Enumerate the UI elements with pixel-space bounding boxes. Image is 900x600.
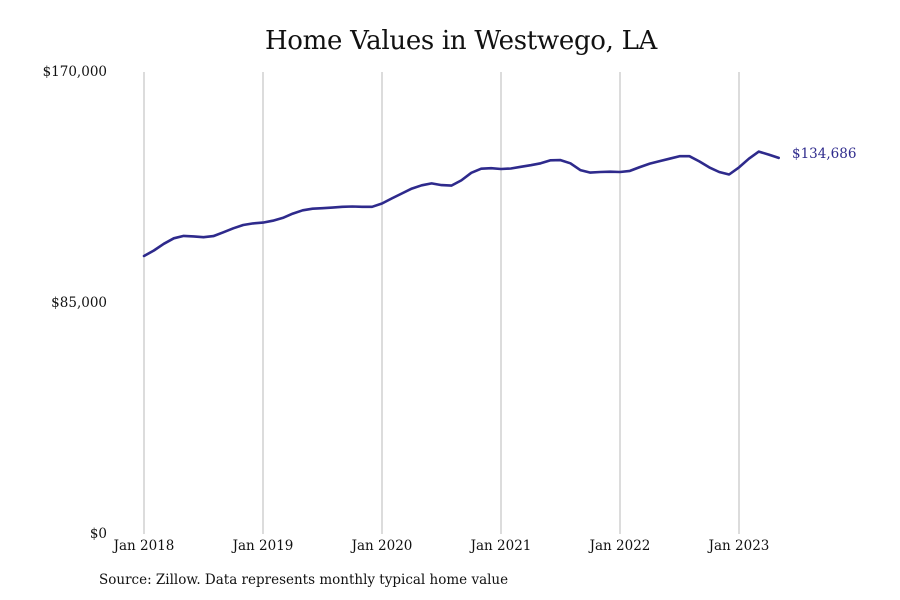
source-note: Source: Zillow. Data represents monthly …	[99, 572, 509, 588]
y-tick-label: $170,000	[43, 64, 107, 80]
series-line	[142, 150, 780, 258]
end-value-label: $134,686	[792, 146, 856, 162]
chart-title: Home Values in Westwego, LA	[264, 26, 658, 56]
x-tick-label: Jan 2020	[350, 538, 413, 554]
y-tick-label: $0	[90, 526, 107, 542]
data-label-layer: $134,686	[792, 146, 856, 162]
y-tick-label: $85,000	[51, 295, 107, 311]
series-layer	[142, 150, 780, 258]
y-axis-tick-labels: $0 $85,000 $170,000	[43, 64, 107, 542]
x-tick-label: Jan 2019	[231, 538, 294, 554]
x-tick-label: Jan 2023	[707, 538, 770, 554]
x-tick-label: Jan 2022	[588, 538, 651, 554]
x-axis-tick-labels: Jan 2018 Jan 2019 Jan 2020 Jan 2021 Jan 2022…	[112, 538, 770, 554]
x-tick-label: Jan 2018	[112, 538, 175, 554]
gridlines	[143, 72, 740, 534]
x-tick-label: Jan 2021	[469, 538, 532, 554]
